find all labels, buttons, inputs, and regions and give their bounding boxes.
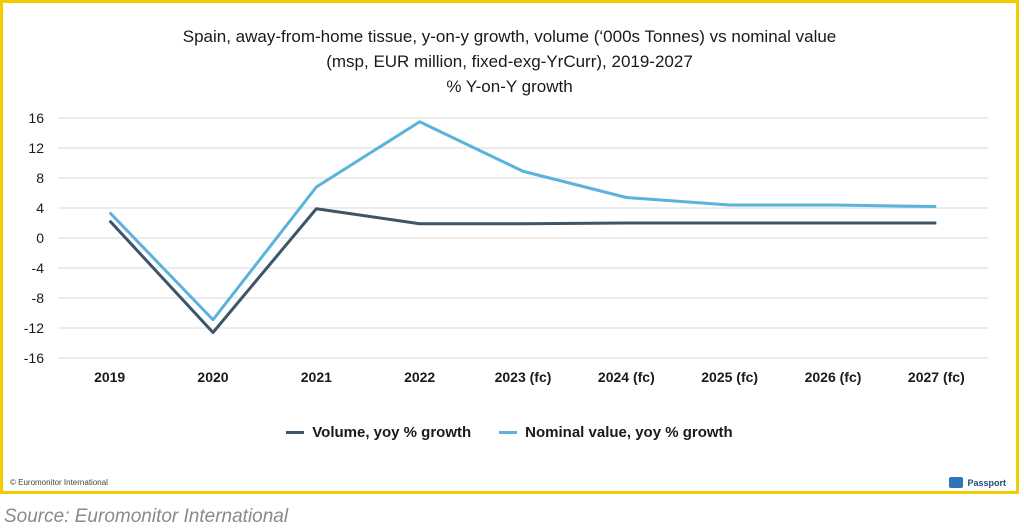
- x-tick-label: 2024 (fc): [598, 369, 655, 385]
- gridlines: [58, 117, 988, 359]
- y-tick-label: -16: [24, 350, 44, 366]
- y-tick-label: 4: [36, 200, 44, 216]
- y-tick-label: 16: [28, 110, 44, 126]
- legend-item-volume: Volume, yoy % growth: [286, 424, 471, 441]
- legend-swatch-volume: [286, 431, 305, 434]
- chart-subtitle: % Y-on-Y growth: [446, 77, 573, 96]
- x-tick-label: 2021: [301, 369, 332, 385]
- legend-label-nominal: Nominal value, yoy % growth: [525, 424, 733, 441]
- title-line-2: (msp, EUR million, fixed-exg-YrCurr), 20…: [326, 52, 693, 71]
- y-tick-label: 8: [36, 170, 44, 186]
- y-tick-label: -4: [32, 260, 45, 276]
- series-line-volume: [108, 207, 937, 334]
- y-tick-label: 12: [28, 140, 44, 156]
- passport-brand: Passport: [967, 477, 1006, 488]
- source-caption: Source: Euromonitor International: [4, 506, 289, 527]
- x-tick-label: 2020: [197, 369, 228, 385]
- line-chart: 16 12 8 4 0 -4 -8 -12 -16 2019 2020 2021 2022 2023 (…: [24, 110, 988, 385]
- x-tick-label: 2023 (fc): [495, 369, 552, 385]
- legend: Volume, yoy % growth Nominal value, yoy …: [0, 424, 1019, 441]
- passport-icon: [949, 477, 964, 488]
- chart-title: Spain, away-from-home tissue, y-on-y gro…: [0, 24, 1019, 99]
- legend-item-nominal: Nominal value, yoy % growth: [499, 424, 733, 441]
- x-tick-label: 2026 (fc): [805, 369, 862, 385]
- copyright-text: © Euromonitor International: [10, 478, 108, 487]
- x-tick-label: 2022: [404, 369, 435, 385]
- legend-label-volume: Volume, yoy % growth: [312, 424, 472, 441]
- x-tick-label: 2025 (fc): [701, 369, 758, 385]
- y-tick-label: -8: [32, 290, 45, 306]
- passport-logo: Passport: [949, 477, 1006, 488]
- x-tick-label: 2019: [94, 369, 125, 385]
- x-tick-label: 2027 (fc): [908, 369, 965, 385]
- x-axis-ticks: 2019 2020 2021 2022 2023 (fc) 2024 (fc) 2025 (…: [94, 369, 965, 385]
- y-axis-ticks: 16 12 8 4 0 -4 -8 -12 -16: [24, 110, 44, 366]
- title-line-1: Spain, away-from-home tissue, y-on-y gro…: [182, 27, 837, 46]
- series-lines: [108, 120, 937, 334]
- series-line-nominal: [108, 120, 937, 322]
- chart-frame: [0, 0, 1019, 494]
- y-tick-label: 0: [36, 230, 44, 246]
- legend-swatch-nominal: [499, 431, 518, 434]
- y-tick-label: -12: [24, 320, 44, 336]
